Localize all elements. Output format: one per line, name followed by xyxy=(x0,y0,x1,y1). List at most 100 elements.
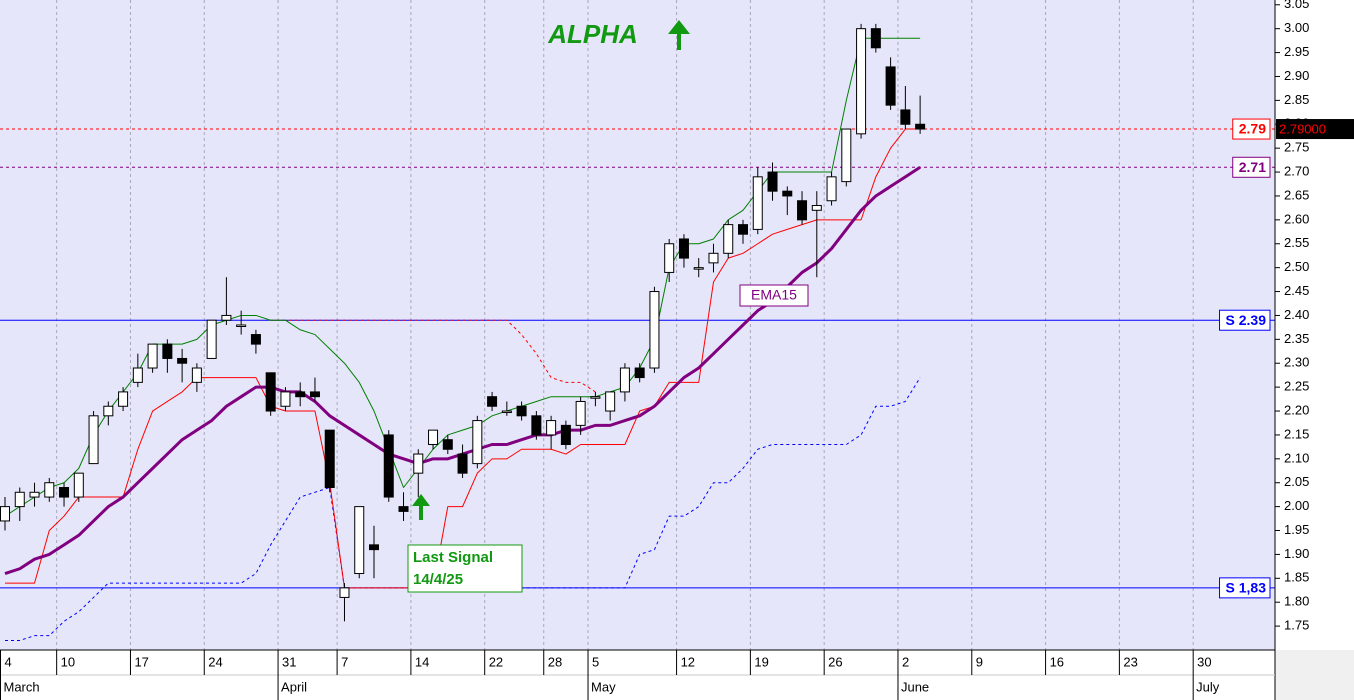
x-tick-label: 17 xyxy=(134,654,148,669)
candle-body xyxy=(118,391,129,407)
title-arrow-icon xyxy=(668,20,690,50)
y-tick-label: 2.35 xyxy=(1284,331,1309,346)
x-tick-label: 14 xyxy=(415,654,429,669)
x-tick-label: 4 xyxy=(5,654,12,669)
reference-label: S 2.39 xyxy=(1226,312,1267,328)
candle-body xyxy=(782,190,793,197)
x-tick-label: 5 xyxy=(592,654,599,669)
x-tick-label: 7 xyxy=(341,654,348,669)
y-tick-label: 1.80 xyxy=(1284,594,1309,609)
reference-label-box xyxy=(1232,156,1271,178)
candle-body xyxy=(841,128,852,183)
candle-body xyxy=(531,415,542,436)
month-label: July xyxy=(1196,679,1220,694)
candle-body xyxy=(383,434,394,498)
candle-body xyxy=(14,491,25,508)
x-tick-label: 10 xyxy=(61,654,75,669)
candle-body xyxy=(280,391,291,407)
candle-body xyxy=(501,410,512,414)
candle-body xyxy=(369,544,379,551)
x-tick-label: 26 xyxy=(828,654,842,669)
candle-body xyxy=(723,224,734,254)
candle-body xyxy=(738,224,748,235)
candle-body xyxy=(649,291,660,369)
y-tick-label: 2.15 xyxy=(1284,426,1309,441)
ema-label-box xyxy=(739,284,809,307)
reference-label: 2.71 xyxy=(1239,159,1266,175)
x-tick-label: 30 xyxy=(1197,654,1211,669)
y-tick-label: 2.90 xyxy=(1284,68,1309,83)
candle-body xyxy=(546,420,557,436)
candle-body xyxy=(900,109,911,125)
y-tick-label: 2.25 xyxy=(1284,379,1309,394)
y-tick-label: 3.00 xyxy=(1284,20,1309,35)
candle-body xyxy=(29,491,40,498)
candle-body xyxy=(915,123,926,130)
candle-body xyxy=(324,429,335,489)
x-tick-label: 22 xyxy=(489,654,503,669)
candle-body xyxy=(767,171,778,192)
candle-body xyxy=(191,367,202,383)
candle-body xyxy=(575,400,586,426)
month-label: March xyxy=(4,679,40,694)
y-tick-label: 3.05 xyxy=(1284,0,1309,11)
candle-body xyxy=(250,334,261,345)
candle-body xyxy=(826,176,837,202)
reference-label-box xyxy=(1219,577,1271,599)
indicator-line xyxy=(270,319,596,393)
candle-body xyxy=(428,429,439,445)
y-tick-label: 2.55 xyxy=(1284,235,1309,250)
candle-body xyxy=(236,324,247,327)
candle-body xyxy=(634,367,645,379)
candle-body xyxy=(811,205,822,211)
candle-body xyxy=(265,372,276,412)
last-price-label: 2.79000 xyxy=(1279,121,1326,136)
candle-body xyxy=(870,28,881,49)
candle-body xyxy=(221,314,232,321)
candle-body xyxy=(295,391,306,398)
grid xyxy=(56,0,1194,650)
reference-label: 2.79 xyxy=(1239,121,1266,137)
y-tick-label: 2.00 xyxy=(1284,498,1309,513)
candle-body xyxy=(162,343,173,359)
y-tick-label: 2.50 xyxy=(1284,259,1309,274)
y-tick-label: 2.60 xyxy=(1284,211,1309,226)
candle-body xyxy=(605,391,616,412)
y-tick-label: 2.30 xyxy=(1284,355,1309,370)
candle-body xyxy=(339,587,350,598)
y-tick-label: 2.20 xyxy=(1284,402,1309,417)
y-tick-label: 1.90 xyxy=(1284,546,1309,561)
y-tick-label: 2.10 xyxy=(1284,450,1309,465)
candle-body xyxy=(147,343,158,369)
indicator-line xyxy=(5,128,921,589)
y-tick-label: 1.85 xyxy=(1284,570,1309,585)
candle-body xyxy=(88,415,99,465)
y-tick-label: 2.85 xyxy=(1284,92,1309,107)
y-tick-label: 1.75 xyxy=(1284,618,1309,633)
candle-body xyxy=(619,367,630,393)
candle-body xyxy=(560,424,571,445)
corner xyxy=(1275,650,1354,700)
x-tick-label: 2 xyxy=(902,654,909,669)
x-tick-label: 19 xyxy=(754,654,768,669)
last-price-tag xyxy=(1276,119,1354,140)
plot-background xyxy=(0,0,1275,650)
signal-date: 14/4/25 xyxy=(413,571,463,588)
x-tick-label: 9 xyxy=(976,654,983,669)
x-tick-label: 28 xyxy=(548,654,562,669)
x-tick-label: 16 xyxy=(1050,654,1064,669)
candle-body xyxy=(132,367,143,383)
y-tick-label: 1.95 xyxy=(1284,522,1309,537)
candle-body xyxy=(309,391,320,398)
chart-title: ALPHA xyxy=(547,19,638,49)
candle-body xyxy=(73,472,84,498)
candles xyxy=(0,23,926,622)
candle-body xyxy=(177,357,188,364)
candle-body xyxy=(516,405,527,417)
candle-body xyxy=(354,506,365,575)
y-tick-label: 2.40 xyxy=(1284,307,1309,322)
candle-body xyxy=(678,238,689,259)
x-tick-label: 24 xyxy=(208,654,222,669)
